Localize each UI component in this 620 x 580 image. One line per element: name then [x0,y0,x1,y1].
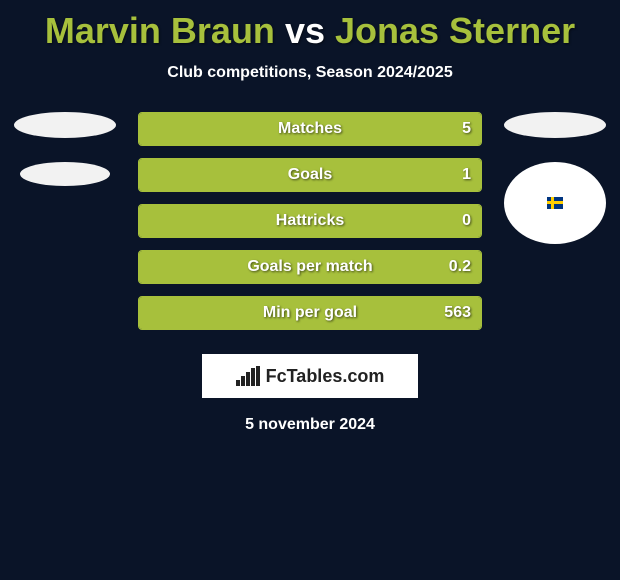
stat-label: Goals per match [247,258,372,276]
stat-label: Matches [278,120,342,138]
stat-value-right: 0 [462,212,471,230]
subtitle: Club competitions, Season 2024/2025 [0,64,620,82]
stat-value-right: 0.2 [449,258,471,276]
stat-value-right: 1 [462,166,471,184]
stat-value-right: 563 [444,304,471,322]
stat-row-goals: Goals 1 [138,158,482,192]
sweden-flag-icon [547,197,563,209]
stat-label: Hattricks [276,212,344,230]
player1-name: Marvin Braun [45,10,275,51]
left-avatar-column [10,112,120,186]
stat-label: Goals [288,166,332,184]
stat-row-goals-per-match: Goals per match 0.2 [138,250,482,284]
stat-row-min-per-goal: Min per goal 563 [138,296,482,330]
stat-value-right: 5 [462,120,471,138]
left-avatar-oval-2 [20,162,110,186]
right-avatar-oval [504,112,606,138]
right-avatar-column [500,112,610,244]
page-title: Marvin Braun vs Jonas Sterner [0,0,620,52]
vs-word: vs [285,10,325,51]
stat-row-hattricks: Hattricks 0 [138,204,482,238]
brand-chart-icon [236,366,260,386]
right-avatar-circle [504,162,606,244]
content-region: Matches 5 Goals 1 Hattricks 0 Goals per match 0… [0,112,620,330]
left-avatar-oval-1 [14,112,116,138]
date-text: 5 november 2024 [0,416,620,434]
brand-badge: FcTables.com [202,354,418,398]
player2-name: Jonas Sterner [335,10,575,51]
stats-panel: Matches 5 Goals 1 Hattricks 0 Goals per match 0… [138,112,482,330]
stat-label: Min per goal [263,304,357,322]
stat-row-matches: Matches 5 [138,112,482,146]
brand-text: FcTables.com [266,366,385,387]
